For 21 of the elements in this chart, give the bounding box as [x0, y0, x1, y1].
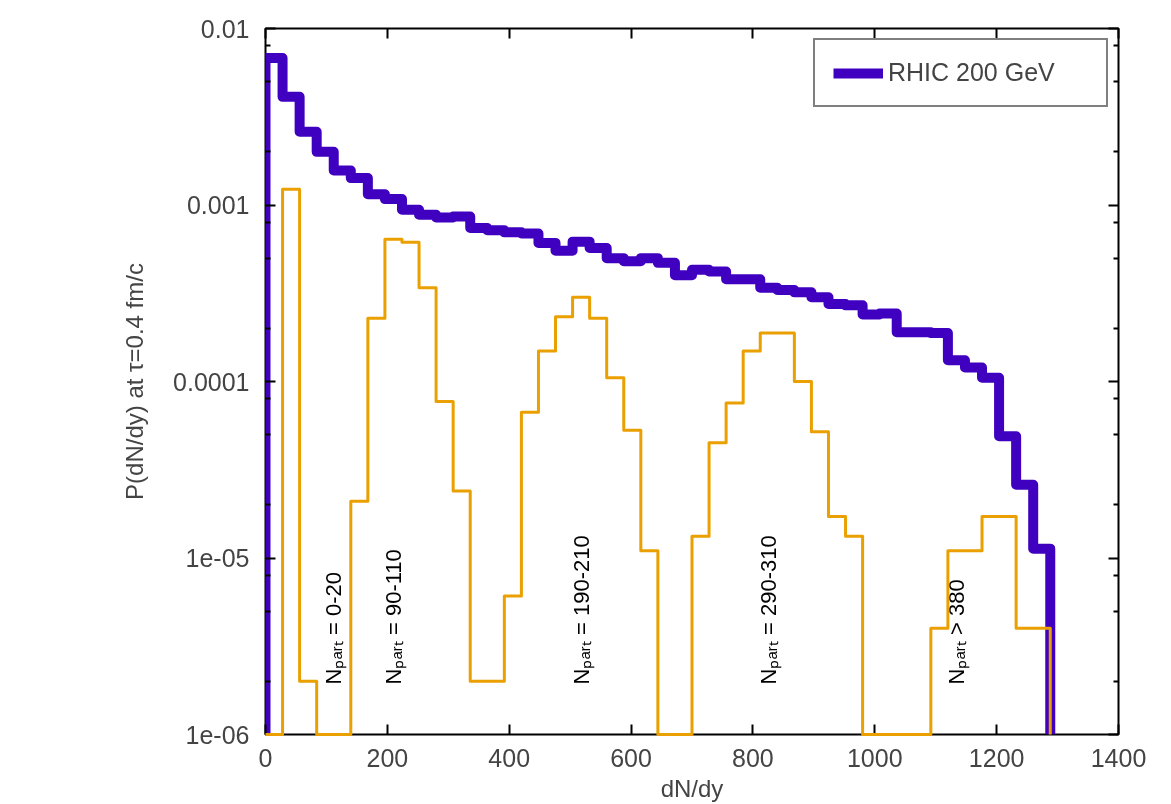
x-tick-label: 400 — [488, 743, 531, 772]
annotation: Nₚₐᵣₜ > 380 — [943, 579, 970, 685]
annotation: Nₚₐᵣₜ = 0-20 — [321, 572, 348, 685]
x-tick-label: 600 — [610, 743, 652, 772]
annotation: Nₚₐᵣₜ = 290-310 — [756, 535, 783, 685]
x-tick-label: 0 — [258, 743, 273, 772]
annotation: Nₚₐᵣₜ = 90-110 — [380, 549, 407, 685]
x-tick-label: 200 — [366, 743, 409, 772]
y-tick-label: 0.01 — [200, 14, 250, 43]
x-tick-label: 800 — [732, 743, 774, 772]
x-tick-label: 1400 — [1090, 743, 1147, 772]
annotation: Nₚₐᵣₜ = 190-210 — [568, 535, 595, 685]
x-tick-label: 1000 — [846, 743, 903, 772]
x-axis-title: dN/dy — [660, 774, 724, 802]
y-tick-label: 0.0001 — [173, 367, 250, 396]
y-tick-label: 1e-06 — [185, 720, 250, 749]
y-tick-label: 0.001 — [186, 191, 250, 219]
x-tick-label: 1200 — [968, 743, 1025, 772]
legend-label: RHIC 200 GeV — [888, 58, 1056, 87]
y-axis-title: P(dN/dy) at τ=0.4 fm/c — [121, 263, 149, 500]
y-tick-label: 1e-05 — [185, 544, 250, 572]
